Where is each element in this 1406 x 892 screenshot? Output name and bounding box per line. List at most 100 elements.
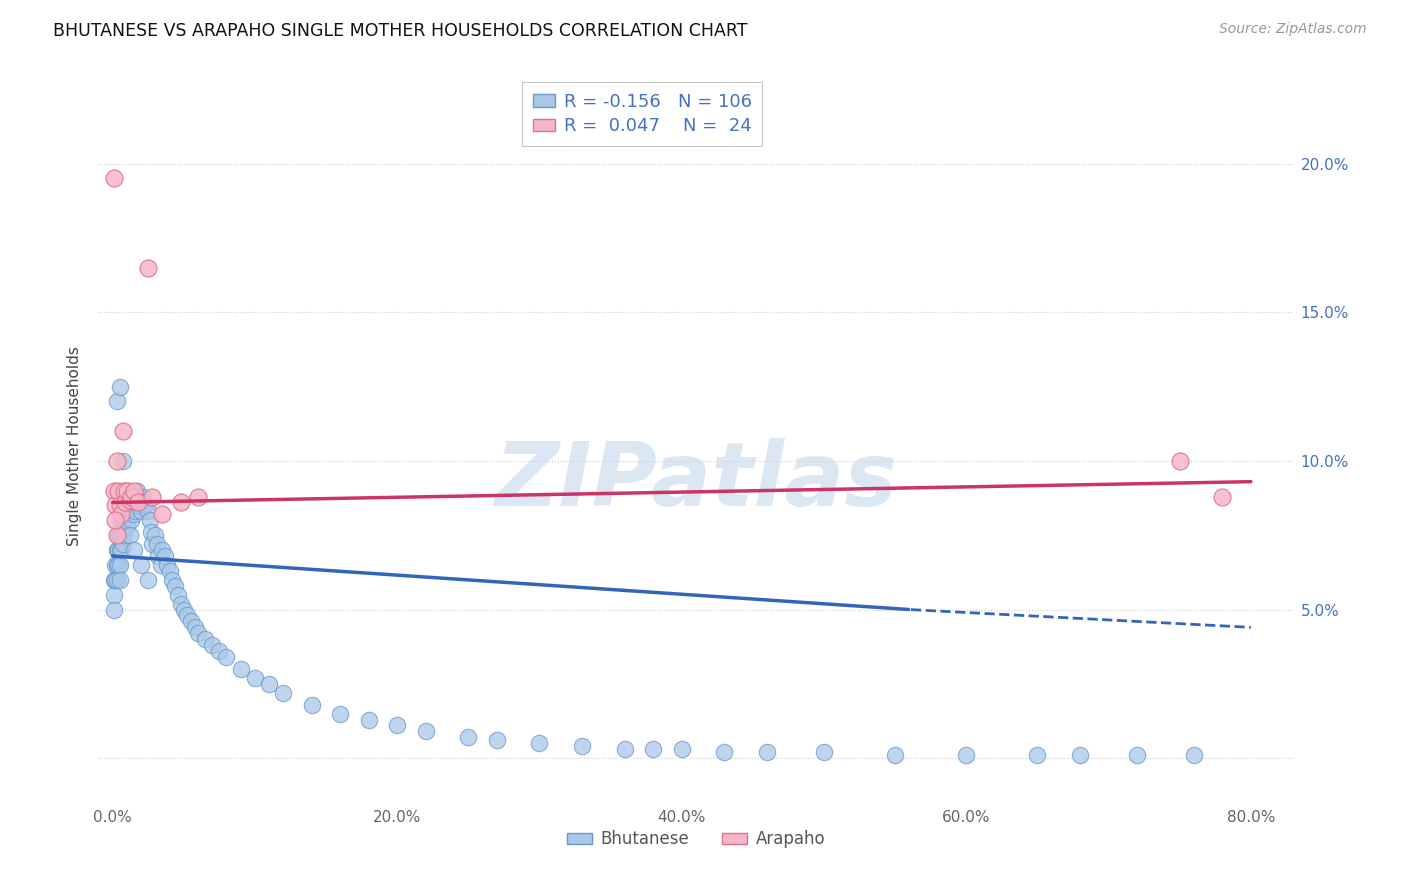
Point xyxy=(1069,748,1091,763)
Point xyxy=(122,543,145,558)
Point xyxy=(127,495,149,509)
Point xyxy=(111,537,134,551)
Point xyxy=(756,745,779,759)
Point xyxy=(273,686,295,700)
Point xyxy=(613,742,636,756)
Point xyxy=(114,490,136,504)
Point xyxy=(132,495,155,509)
Point xyxy=(112,499,135,513)
Point xyxy=(187,626,209,640)
Point xyxy=(111,508,134,522)
Point xyxy=(122,508,145,522)
Point xyxy=(243,671,266,685)
Point xyxy=(110,543,132,558)
Point xyxy=(139,525,162,540)
Point xyxy=(136,504,159,518)
Point xyxy=(117,499,139,513)
Point xyxy=(134,499,156,513)
Point xyxy=(143,528,166,542)
Point xyxy=(184,620,207,634)
Point xyxy=(105,454,128,468)
Point xyxy=(173,602,195,616)
Point xyxy=(180,615,202,629)
Point xyxy=(129,504,152,518)
Text: BHUTANESE VS ARAPAHO SINGLE MOTHER HOUSEHOLDS CORRELATION CHART: BHUTANESE VS ARAPAHO SINGLE MOTHER HOUSE… xyxy=(53,22,748,40)
Point xyxy=(125,483,148,498)
Point xyxy=(107,558,129,572)
Point xyxy=(108,543,131,558)
Point xyxy=(136,573,159,587)
Point xyxy=(105,573,128,587)
Point xyxy=(108,573,131,587)
Point xyxy=(110,513,132,527)
Point xyxy=(165,579,187,593)
Point xyxy=(111,424,134,438)
Point xyxy=(112,528,135,542)
Point xyxy=(118,490,141,504)
Point xyxy=(103,602,125,616)
Point xyxy=(115,519,138,533)
Point xyxy=(671,742,693,756)
Point xyxy=(121,499,143,513)
Point xyxy=(115,490,138,504)
Point xyxy=(105,394,128,409)
Point xyxy=(108,528,131,542)
Point xyxy=(111,454,134,468)
Point xyxy=(122,492,145,507)
Point xyxy=(385,718,409,732)
Point xyxy=(357,713,380,727)
Point xyxy=(118,508,141,522)
Point xyxy=(120,513,142,527)
Point xyxy=(145,537,167,551)
Point xyxy=(110,528,132,542)
Point xyxy=(208,644,231,658)
Point xyxy=(115,504,138,518)
Point xyxy=(111,522,134,536)
Point xyxy=(159,564,181,578)
Point xyxy=(103,483,125,498)
Point xyxy=(148,549,170,563)
Point xyxy=(124,504,146,518)
Point xyxy=(105,528,128,542)
Point xyxy=(152,543,174,558)
Point xyxy=(108,379,131,393)
Point xyxy=(120,490,142,504)
Point xyxy=(457,731,479,745)
Point xyxy=(129,558,152,572)
Point xyxy=(138,513,160,527)
Point xyxy=(813,745,835,759)
Point xyxy=(1026,748,1049,763)
Point xyxy=(884,748,907,763)
Point xyxy=(104,573,127,587)
Point xyxy=(485,733,508,747)
Point xyxy=(155,549,177,563)
Point xyxy=(115,483,138,498)
Legend: Bhutanese, Arapaho: Bhutanese, Arapaho xyxy=(560,824,832,855)
Point xyxy=(141,490,163,504)
Point xyxy=(104,513,127,527)
Point xyxy=(117,483,139,498)
Point xyxy=(1168,454,1191,468)
Point xyxy=(110,508,132,522)
Point xyxy=(187,490,209,504)
Point xyxy=(162,573,184,587)
Y-axis label: Single Mother Households: Single Mother Households xyxy=(67,346,83,546)
Point xyxy=(215,650,238,665)
Point xyxy=(571,739,593,754)
Point xyxy=(112,513,135,527)
Point xyxy=(107,543,129,558)
Point xyxy=(150,558,173,572)
Point xyxy=(136,260,159,275)
Point xyxy=(257,677,280,691)
Point xyxy=(114,483,136,498)
Point xyxy=(104,558,127,572)
Point xyxy=(194,632,217,647)
Point xyxy=(108,499,131,513)
Point xyxy=(105,543,128,558)
Point xyxy=(104,499,127,513)
Point xyxy=(955,748,977,763)
Point xyxy=(114,495,136,509)
Point xyxy=(156,558,179,572)
Point xyxy=(127,490,149,504)
Point xyxy=(1126,748,1149,763)
